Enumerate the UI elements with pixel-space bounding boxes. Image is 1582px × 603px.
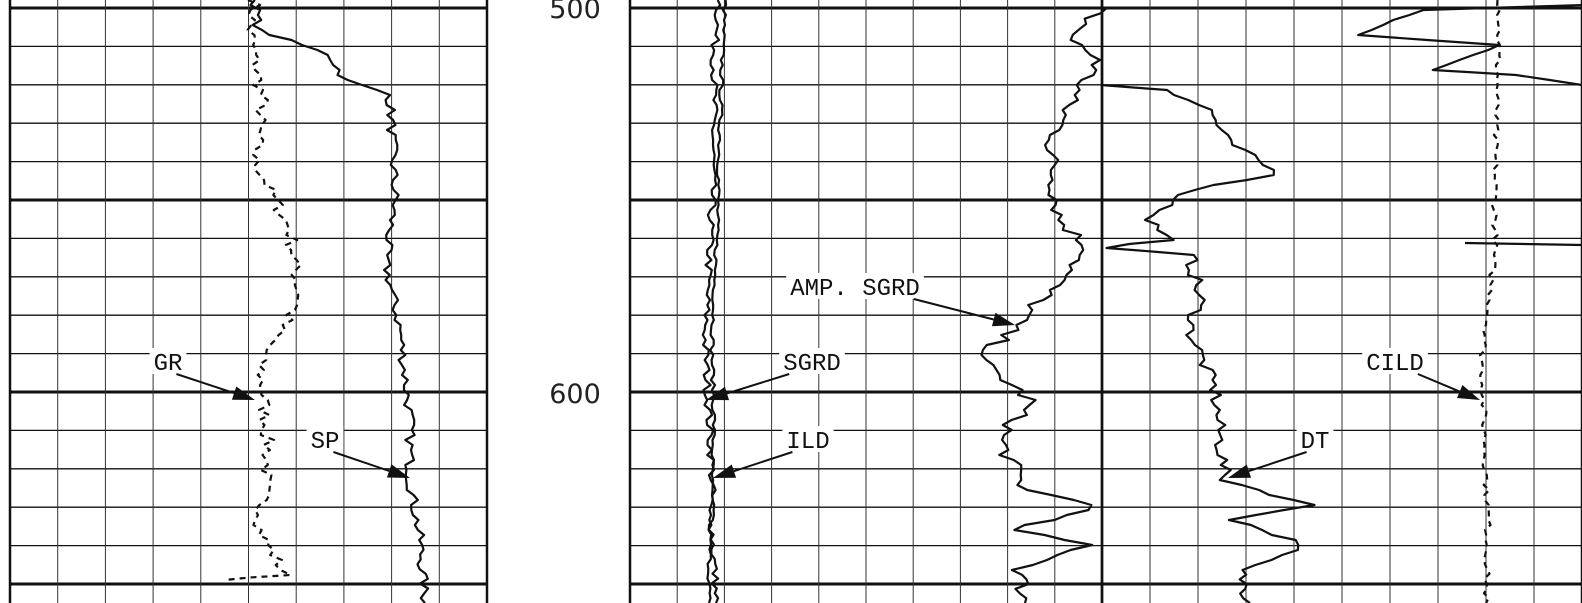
curve-label: CILD — [1366, 351, 1424, 378]
label-background — [782, 426, 834, 452]
curve-label: DT — [1301, 429, 1330, 456]
label-background — [306, 426, 344, 452]
log-curve — [701, 0, 722, 603]
log-curve — [1357, 3, 1582, 87]
log-curve — [1464, 241, 1582, 247]
arrow-shaft — [733, 451, 793, 473]
arrow-head — [386, 464, 410, 478]
log-curve — [224, 0, 302, 582]
depth-label: 500 — [549, 0, 601, 25]
arrow-shaft — [333, 451, 390, 472]
label-background — [779, 348, 845, 374]
arrow-head — [1228, 464, 1252, 478]
arrow-head — [231, 386, 255, 400]
depth-label: 600 — [549, 379, 601, 410]
log-curve — [1100, 83, 1316, 603]
arrow-shaft — [1248, 451, 1307, 473]
label-background — [1362, 348, 1428, 374]
curves — [224, 0, 1582, 603]
curve-label: AMP. SGRD — [790, 276, 920, 303]
arrow-head — [1457, 385, 1480, 400]
arrow-shaft — [176, 373, 235, 395]
log-curve — [1478, 0, 1502, 603]
log-curve — [706, 0, 728, 603]
curve-label: ILD — [786, 429, 829, 456]
label-background — [786, 273, 924, 299]
curve-label: SGRD — [783, 351, 841, 378]
log-curve — [980, 7, 1108, 603]
arrow-shaft — [913, 298, 994, 321]
arrow-head — [991, 312, 1015, 327]
grid — [8, 0, 1582, 603]
curve-label: GR — [154, 351, 183, 378]
curve-labels: GR SP AMP. SGRD SGRD ILD DT CILD — [149, 273, 1480, 478]
arrow-shaft — [1417, 373, 1461, 393]
curve-label: SP — [311, 429, 340, 456]
arrow-head — [713, 464, 737, 478]
log-curve — [249, 0, 430, 603]
label-background — [1296, 426, 1334, 452]
arrow-shaft — [726, 373, 790, 395]
label-background — [149, 348, 187, 374]
arrow-head — [706, 386, 730, 401]
